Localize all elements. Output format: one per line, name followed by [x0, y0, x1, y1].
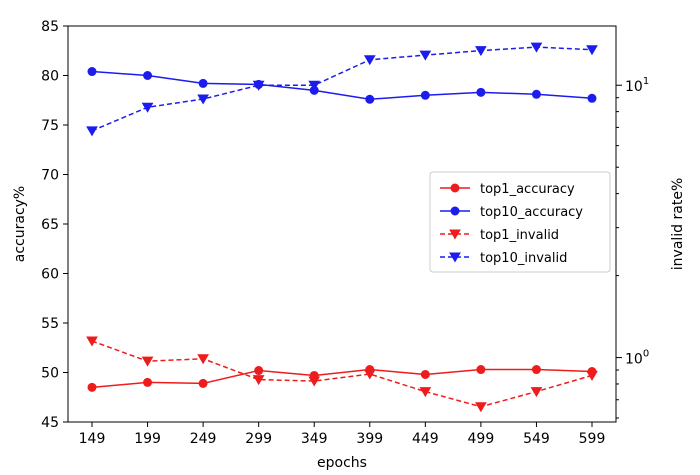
y-right-tick-label: 101	[625, 76, 649, 95]
y-left-tick-label: 75	[41, 118, 59, 134]
legend-label-top10_invalid: top10_invalid	[480, 251, 567, 266]
data-point-top10_accuracy	[531, 89, 541, 99]
series-top10_invalid	[86, 42, 598, 137]
data-point-top1_accuracy	[531, 365, 541, 375]
y-left-tick-label: 65	[41, 217, 59, 233]
data-point-top10_invalid	[419, 50, 432, 61]
legend-label-top1_invalid: top1_invalid	[480, 228, 559, 243]
data-point-top1_invalid	[86, 336, 98, 347]
y-left-tick-label: 50	[41, 366, 59, 382]
y-right-tick-label: 100	[625, 349, 649, 368]
data-point-top10_invalid	[252, 80, 265, 91]
x-tick-label: 499	[468, 431, 495, 447]
y-left-tick-label: 45	[41, 415, 59, 431]
series-line-top1_accuracy	[91, 368, 593, 389]
data-point-top1_accuracy	[420, 369, 430, 379]
data-point-top10_invalid	[363, 55, 376, 66]
x-tick-label: 399	[356, 431, 383, 447]
data-point-top10_accuracy	[198, 78, 208, 88]
legend-label-top1_accuracy: top1_accuracy	[480, 182, 575, 197]
series-line-top10_accuracy	[91, 70, 593, 101]
data-point-top10_accuracy	[587, 93, 597, 103]
data-point-top10_invalid	[475, 46, 487, 57]
data-point-top1_accuracy	[87, 382, 97, 392]
data-point-top10_invalid	[141, 102, 154, 113]
x-tick-label: 449	[412, 431, 439, 447]
series-line-top1_invalid	[91, 340, 593, 408]
data-point-top10_accuracy	[420, 90, 430, 100]
y-left-tick-label: 70	[41, 168, 59, 184]
y-axis-right-label: invalid rate%	[670, 178, 686, 270]
legend: top1_accuracy top10_accuracy top1_invalidt…	[429, 171, 611, 273]
legend-marker-top1_invalid	[449, 229, 461, 240]
data-point-top1_invalid	[141, 356, 154, 367]
y-axis-left-label: accuracy%	[12, 186, 28, 262]
data-point-top10_invalid	[86, 126, 98, 137]
x-tick-label: 249	[190, 431, 217, 447]
data-point-top1_invalid	[197, 354, 209, 365]
x-axis-label: epochs	[317, 455, 367, 471]
series-top1_invalid	[86, 336, 598, 413]
y-left-tick-label: 55	[41, 316, 59, 332]
x-tick-label: 299	[245, 431, 272, 447]
legend-marker-top10_accuracy	[450, 206, 460, 216]
y-left-tick-label: 60	[41, 267, 59, 283]
x-tick-label: 199	[134, 431, 161, 447]
data-point-top1_invalid	[530, 387, 543, 398]
data-point-top1_invalid	[586, 370, 598, 381]
x-tick-label: 599	[579, 431, 606, 447]
data-point-top10_invalid	[586, 45, 598, 56]
data-point-top1_invalid	[419, 387, 432, 398]
data-point-top1_invalid	[363, 369, 376, 380]
data-point-top10_accuracy	[143, 71, 153, 80]
legend-frame	[429, 171, 611, 273]
data-point-top10_invalid	[530, 42, 543, 53]
data-point-top10_accuracy	[365, 94, 375, 104]
data-point-top1_invalid	[252, 375, 265, 386]
x-tick-label: 349	[301, 431, 328, 447]
legend-label-top10_accuracy: top10_accuracy	[480, 205, 583, 220]
data-point-top1_invalid	[308, 376, 321, 387]
legend-marker-top10_invalid	[449, 252, 461, 263]
data-point-top1_invalid	[475, 402, 487, 413]
legend-marker-top1_accuracy	[450, 183, 460, 193]
series-line-top10_invalid	[91, 46, 593, 132]
x-tick-label: 149	[79, 431, 106, 447]
y-left-tick-label: 80	[41, 69, 59, 85]
data-point-top10_invalid	[197, 94, 209, 105]
data-point-top1_accuracy	[198, 378, 208, 388]
series-top1_accuracy	[87, 365, 597, 392]
x-tick-label: 549	[523, 431, 550, 447]
data-point-top10_invalid	[308, 80, 321, 91]
series-top10_accuracy	[87, 67, 597, 104]
data-point-top1_accuracy	[254, 366, 264, 376]
data-point-top10_accuracy	[87, 67, 97, 77]
y-left-tick-label: 85	[41, 19, 59, 35]
data-point-top1_accuracy	[143, 377, 153, 387]
data-point-top10_accuracy	[476, 87, 486, 97]
data-point-top1_accuracy	[476, 365, 486, 375]
